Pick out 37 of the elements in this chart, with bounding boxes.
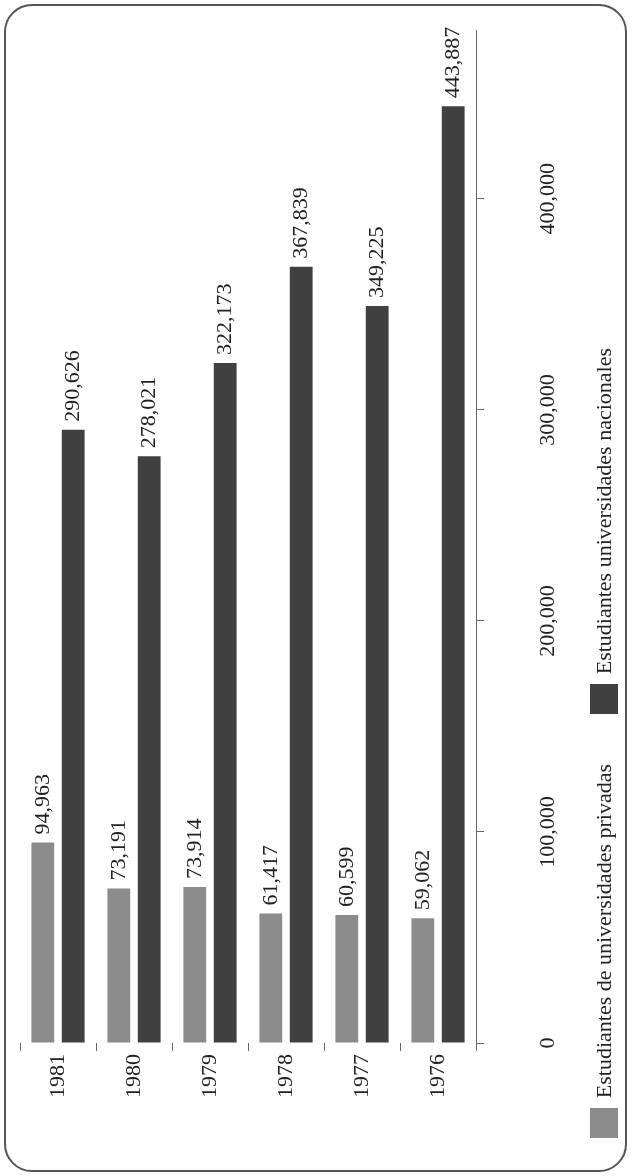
data-label: 61,417 — [256, 844, 282, 906]
bar — [183, 887, 207, 1043]
bar — [137, 456, 161, 1043]
bar — [31, 842, 55, 1043]
x-tick-label: 1976 — [423, 1054, 449, 1098]
y-tick-label: 400,000 — [533, 163, 559, 235]
data-label: 367,839 — [286, 187, 312, 259]
x-tick-label: 1977 — [347, 1054, 373, 1098]
text: Estudiantes de universidades privadas — [591, 764, 617, 1099]
data-label: 443,887 — [438, 26, 464, 99]
x-tick-label: 1978 — [271, 1054, 297, 1098]
x-tick-label: 1979 — [195, 1054, 221, 1098]
data-label: 290,626 — [58, 350, 84, 422]
data-label: 73,914 — [180, 818, 206, 880]
bar — [411, 918, 435, 1043]
data-label: 73,191 — [104, 820, 130, 881]
data-label: 278,021 — [134, 376, 160, 449]
x-tick-label: 1981 — [43, 1054, 69, 1098]
data-label: 322,173 — [210, 283, 236, 356]
bar — [335, 915, 359, 1043]
data-label: 60,599 — [332, 846, 358, 908]
data-label: 349,225 — [362, 226, 388, 298]
x-tick-label: 1980 — [119, 1054, 145, 1098]
y-tick-label: 100,000 — [533, 796, 559, 868]
data-label: 59,062 — [408, 849, 434, 911]
y-tick-label: 200,000 — [533, 585, 559, 657]
bar — [365, 305, 389, 1043]
bar — [61, 429, 85, 1043]
text: Estudiantes universidades nacionales — [591, 348, 617, 675]
y-tick-label: 300,000 — [533, 374, 559, 446]
bar — [259, 913, 283, 1043]
bar — [107, 888, 131, 1043]
bar — [213, 363, 237, 1043]
bar — [289, 266, 313, 1043]
y-tick-label: 0 — [533, 1037, 559, 1049]
data-label: 94,963 — [28, 774, 54, 835]
bar — [441, 106, 465, 1043]
